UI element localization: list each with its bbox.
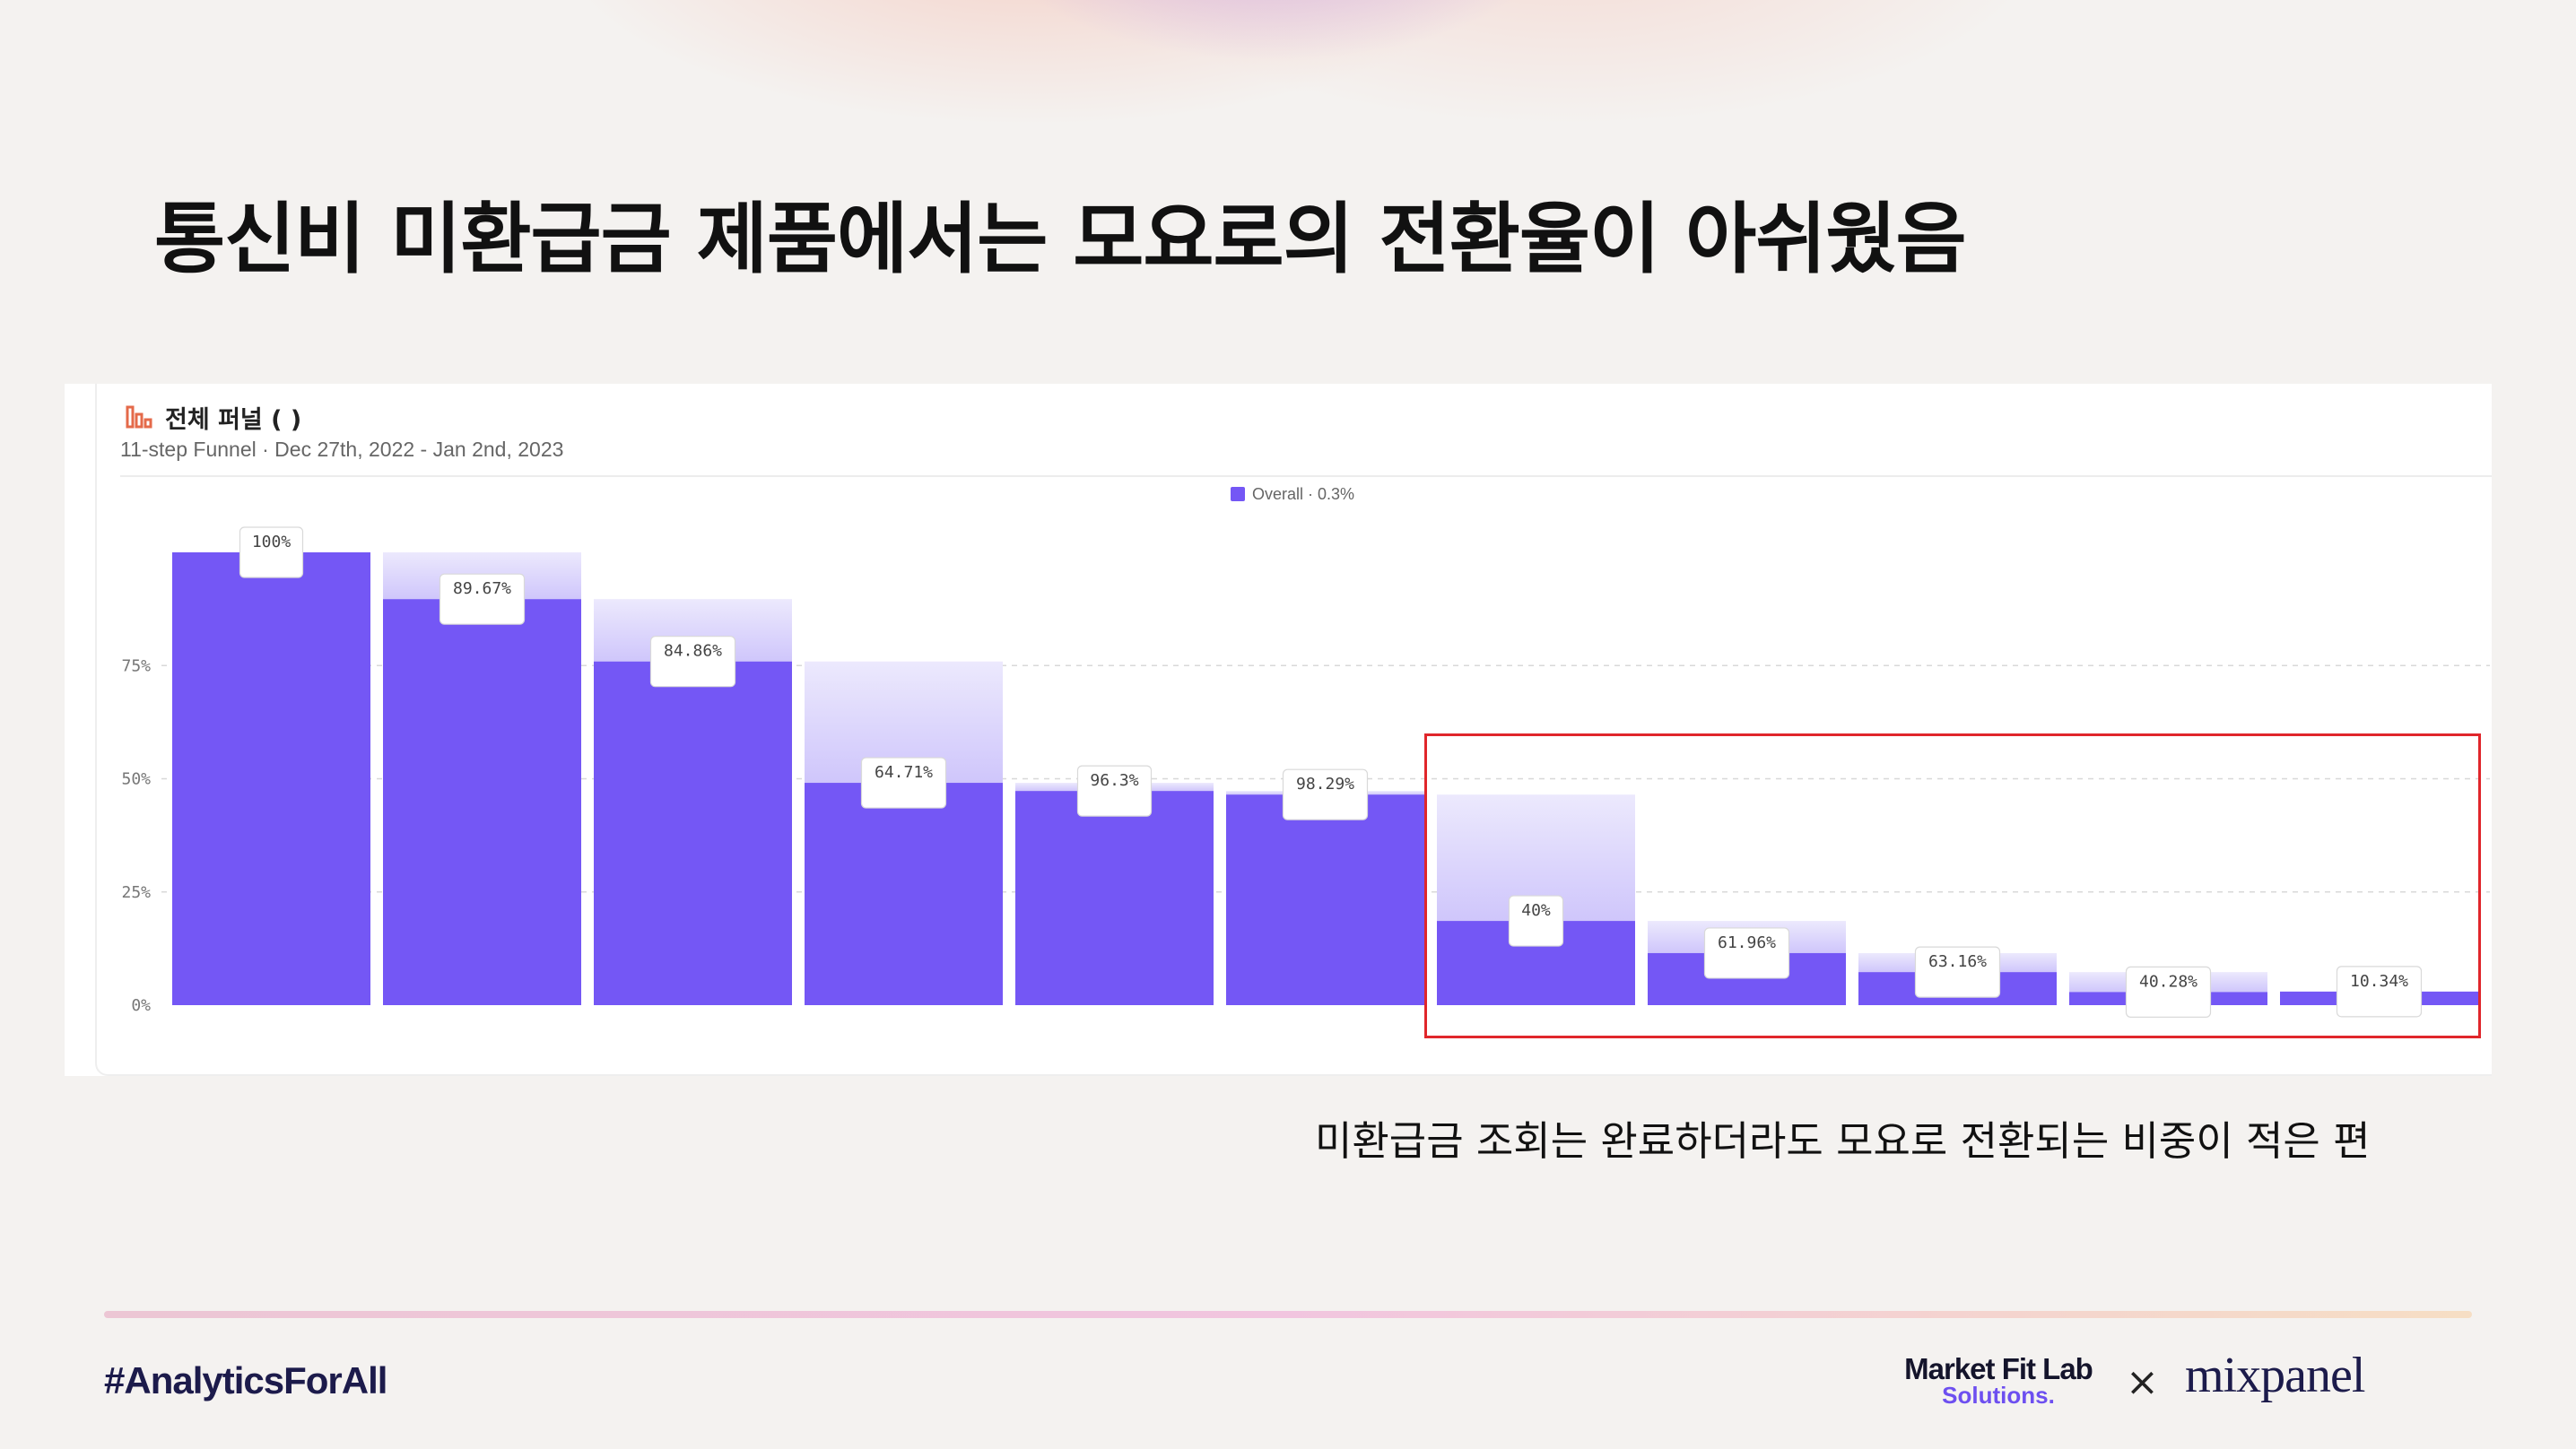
step-label-badge (2125, 966, 2212, 1018)
step-label: 84.86% (664, 642, 722, 661)
step-label-badge (1076, 765, 1153, 817)
market-fit-lab-logo: Market Fit Lab Solutions. (1891, 1354, 2106, 1407)
step-label-badge (1914, 946, 2001, 998)
hashtag: #AnalyticsForAll (104, 1359, 387, 1401)
step-label-badge (860, 757, 947, 809)
step-label-badge (1703, 927, 1790, 979)
y-tick-label: 25% (121, 883, 151, 902)
funnel-panel: 전체 퍼널 ( ) 11-step Funnel · Dec 27th, 202… (65, 384, 2492, 1076)
funnel-bar (805, 783, 1003, 1005)
panel-title[interactable]: 전체 퍼널 ( ) (165, 406, 302, 434)
step-label: 10.34% (2350, 972, 2408, 991)
funnel-bar (1226, 794, 1424, 1005)
step-label: 100% (252, 533, 292, 551)
step-label: 64.71% (875, 763, 933, 782)
step-label-badge (1508, 895, 1564, 947)
y-tick-label: 0% (131, 996, 151, 1015)
highlight-box (1424, 733, 2481, 1038)
funnel-bar (1015, 791, 1214, 1005)
brand-sub: Solutions. (1942, 1382, 2055, 1409)
funnel-bar (172, 552, 370, 1005)
footer-divider (104, 1311, 2472, 1318)
panel-divider (120, 475, 2492, 477)
step-label-badge (2336, 966, 2423, 1018)
funnel-panel-frame (95, 384, 2492, 1076)
step-label-badge (439, 573, 526, 625)
y-tick-label: 75% (121, 656, 151, 675)
step-label: 63.16% (1928, 952, 1987, 971)
brand-times: × (2126, 1359, 2159, 1405)
legend-swatch (1231, 487, 1245, 501)
step-label: 96.3% (1090, 771, 1138, 790)
step-label-badge (239, 526, 304, 578)
step-label: 98.29% (1296, 775, 1354, 794)
step-label-badge (1282, 768, 1369, 820)
header-gradient (0, 0, 2576, 269)
funnel-chart-icon (126, 405, 152, 429)
funnel-bar (383, 599, 581, 1005)
step-label: 40.28% (2139, 972, 2197, 991)
funnel-chart: 0% 25% 50% 75% Overall · 0.3% 100% 89.67% 84.86… (121, 485, 2490, 1018)
slide-title: 통신비 미환급금 제품에서는 모요로의 전환율이 아쉬웠음 (154, 195, 1967, 284)
step-label: 89.67% (453, 579, 511, 598)
y-tick-label: 50% (121, 770, 151, 789)
brand-name: Market Fit Lab (1904, 1352, 2093, 1385)
panel-subtitle: 11-step Funnel · Dec 27th, 2022 - Jan 2n… (120, 438, 564, 461)
funnel-bar (594, 661, 792, 1005)
step-label: 40% (1521, 901, 1551, 920)
step-label-badge (649, 636, 736, 688)
mixpanel-logo: mixpanel (2185, 1348, 2365, 1403)
slide-caption: 미환급금 조회는 완료하더라도 모요로 전환되는 비중이 적은 편 (1315, 1117, 2371, 1165)
step-label: 61.96% (1718, 933, 1776, 952)
legend-label: Overall · 0.3% (1252, 485, 1354, 503)
